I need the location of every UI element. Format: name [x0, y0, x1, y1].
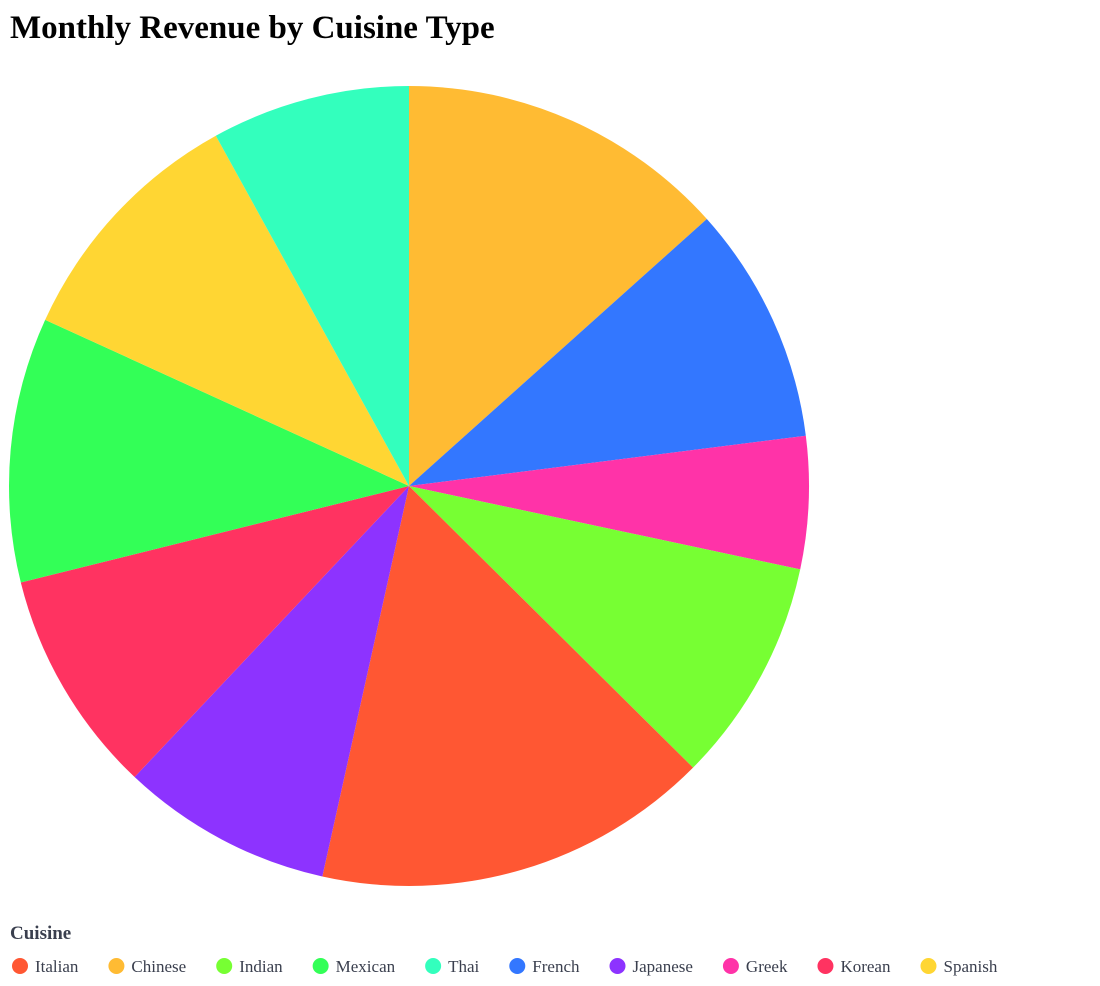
legend-swatch-spanish: [920, 958, 937, 974]
legend-item-greek: Greek: [722, 957, 788, 976]
pie-slice-korean: [20, 486, 410, 778]
pie-slices: [9, 86, 809, 887]
legend-label-chinese: Chinese: [131, 957, 186, 976]
legend-label-spanish: Spanish: [943, 957, 997, 976]
legend-item-italian: Italian: [12, 957, 79, 976]
pie-slice-spanish: [45, 135, 410, 487]
legend-label-japanese: Japanese: [633, 957, 693, 976]
legend-item-indian: Indian: [216, 957, 283, 976]
pie-slice-mexican: [9, 319, 409, 583]
legend-label-italian: Italian: [35, 957, 79, 976]
legend-label-greek: Greek: [746, 957, 788, 976]
legend-label-korean: Korean: [840, 957, 891, 976]
legend-item-korean: Korean: [817, 957, 891, 976]
pie-slice-chinese: [409, 86, 707, 486]
pie-slice-indian: [409, 486, 801, 768]
legend-swatch-italian: [12, 958, 28, 974]
pie-slice-japanese: [134, 486, 409, 877]
legend-item-mexican: Mexican: [312, 957, 396, 976]
legend-swatch-japanese: [609, 958, 626, 974]
legend-swatch-greek: [722, 958, 739, 974]
legend-swatch-chinese: [108, 958, 125, 974]
legend-label-indian: Indian: [239, 957, 283, 976]
legend-item-french: French: [509, 957, 580, 976]
legend-swatch-mexican: [312, 958, 329, 974]
legend-label-french: French: [532, 957, 580, 976]
legend-swatch-indian: [216, 958, 233, 974]
legend-item-thai: Thai: [425, 957, 480, 976]
pie-slice-french: [409, 219, 806, 486]
pie-slice-italian: [322, 486, 694, 887]
legend: Italian Chinese Indian Mexican Thai French Jap…: [12, 957, 998, 976]
legend-label-mexican: Mexican: [336, 957, 396, 976]
legend-label-thai: Thai: [448, 957, 479, 976]
pie-slice-thai: [215, 86, 409, 486]
legend-swatch-french: [509, 958, 526, 974]
legend-item-chinese: Chinese: [108, 957, 186, 976]
legend-swatch-korean: [817, 958, 834, 974]
legend-swatch-thai: [425, 958, 442, 974]
legend-title: Cuisine: [10, 923, 71, 944]
pie-slice-greek: [409, 435, 809, 570]
chart-title: Monthly Revenue by Cuisine Type: [10, 10, 495, 46]
legend-item-japanese: Japanese: [609, 957, 693, 976]
legend-item-spanish: Spanish: [920, 957, 998, 976]
